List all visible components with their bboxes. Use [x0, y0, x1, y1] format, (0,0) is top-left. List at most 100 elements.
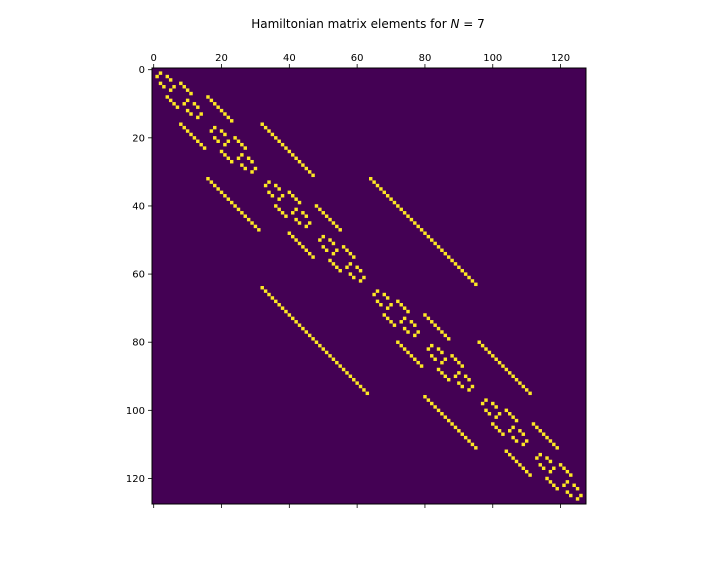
matrix-cell: [569, 473, 572, 476]
matrix-cell: [189, 133, 192, 136]
matrix-cell: [545, 436, 548, 439]
matrix-cell: [427, 317, 430, 320]
matrix-cell: [393, 201, 396, 204]
matrix-cell: [433, 358, 436, 361]
matrix-cell: [440, 371, 443, 374]
matrix-cell: [555, 487, 558, 490]
matrix-cell: [281, 306, 284, 309]
matrix-cell: [159, 82, 162, 85]
matrix-cell: [481, 402, 484, 405]
matrix-cell: [433, 242, 436, 245]
matrix-cell: [244, 146, 247, 149]
matrix-cell: [244, 214, 247, 217]
matrix-cell: [216, 187, 219, 190]
matrix-cell: [494, 358, 497, 361]
matrix-cell: [440, 351, 443, 354]
matrix-cell: [213, 126, 216, 129]
matrix-cell: [498, 361, 501, 364]
matrix-cell: [342, 245, 345, 248]
matrix-cell: [308, 221, 311, 224]
matrix-cell: [539, 463, 542, 466]
matrix-cell: [332, 242, 335, 245]
matrix-cell: [294, 157, 297, 160]
matrix-cell: [505, 368, 508, 371]
matrix-cell: [535, 456, 538, 459]
matrix-cell: [400, 320, 403, 323]
matrix-cell: [301, 327, 304, 330]
matrix-cell: [430, 344, 433, 347]
matrix-cell: [338, 228, 341, 231]
matrix-cell: [189, 112, 192, 115]
matrix-cell: [518, 463, 521, 466]
matrix-cell: [237, 208, 240, 211]
matrix-cell: [406, 310, 409, 313]
matrix-cell: [261, 286, 264, 289]
matrix-cell: [332, 252, 335, 255]
matrix-cell: [227, 116, 230, 119]
matrix-cell: [461, 385, 464, 388]
x-tick-label: 0: [151, 53, 157, 64]
matrix-cell: [383, 293, 386, 296]
matrix-cell: [457, 266, 460, 269]
matrix-cell: [484, 398, 487, 401]
matrix-cell: [308, 334, 311, 337]
matrix-cell: [328, 238, 331, 241]
matrix-cell: [423, 395, 426, 398]
matrix-cell: [454, 262, 457, 265]
matrix-cell: [254, 225, 257, 228]
matrix-cell: [403, 317, 406, 320]
matrix-cell: [562, 484, 565, 487]
matrix-cell: [396, 204, 399, 207]
matrix-cell: [335, 266, 338, 269]
matrix-cell: [335, 361, 338, 364]
matrix-cell: [566, 470, 569, 473]
matrix-cell: [447, 337, 450, 340]
matrix-cell: [294, 208, 297, 211]
matrix-cell: [464, 272, 467, 275]
matrix-cell: [427, 398, 430, 401]
matrix-cell: [440, 249, 443, 252]
matrix-cell: [369, 177, 372, 180]
matrix-cell: [386, 296, 389, 299]
x-tick-label: 80: [419, 53, 432, 64]
matrix-cell: [359, 385, 362, 388]
matrix-cell: [328, 354, 331, 357]
matrix-cell: [545, 477, 548, 480]
matrix-cell: [352, 378, 355, 381]
matrix-cell: [410, 354, 413, 357]
matrix-cell: [250, 221, 253, 224]
matrix-cell: [569, 494, 572, 497]
matrix-cell: [223, 143, 226, 146]
y-axis: 020406080100120: [126, 65, 152, 485]
matrix-cell: [213, 136, 216, 139]
matrix-cell: [430, 238, 433, 241]
matrix-cell: [281, 194, 284, 197]
matrix-cell: [277, 197, 280, 200]
matrix-cell: [335, 249, 338, 252]
matrix-cell: [471, 385, 474, 388]
matrix-cell: [291, 153, 294, 156]
matrix-cell: [172, 102, 175, 105]
matrix-cell: [328, 218, 331, 221]
matrix-cell: [383, 191, 386, 194]
matrix-cell: [213, 102, 216, 105]
y-tick-label: 0: [139, 65, 145, 76]
y-tick-label: 100: [126, 406, 145, 417]
matrix-cell: [271, 194, 274, 197]
matrix-cell: [305, 330, 308, 333]
matrix-cell: [372, 293, 375, 296]
matrix-cell: [396, 341, 399, 344]
matrix-cell: [247, 218, 250, 221]
matrix-cell: [528, 392, 531, 395]
matrix-cell: [355, 266, 358, 269]
matrix-cell: [196, 105, 199, 108]
matrix-background: [152, 68, 586, 504]
matrix-cell: [277, 303, 280, 306]
matrix-cell: [281, 211, 284, 214]
matrix-cell: [305, 167, 308, 170]
matrix-cell: [403, 211, 406, 214]
matrix-cell: [416, 330, 419, 333]
matrix-cell: [230, 119, 233, 122]
matrix-cell: [450, 259, 453, 262]
matrix-cell: [250, 170, 253, 173]
